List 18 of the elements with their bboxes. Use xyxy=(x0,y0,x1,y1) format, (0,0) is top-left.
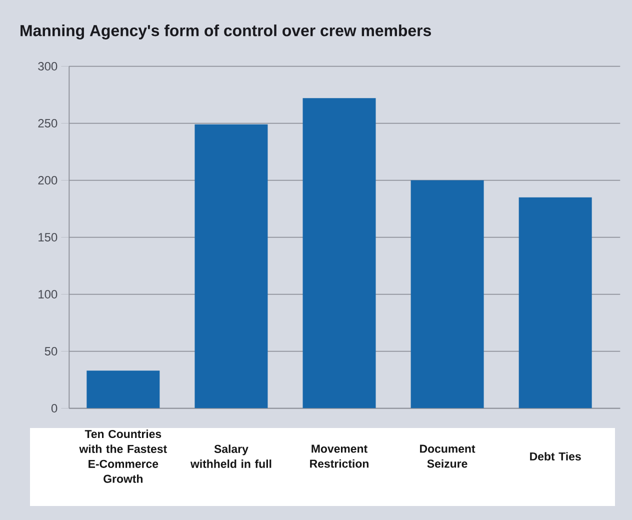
bar xyxy=(410,180,484,408)
y-tick-label: 0 xyxy=(51,404,58,412)
x-tick-label: Ten Countries with the Fastest E-Commerce Growth xyxy=(79,430,167,483)
y-tick-label: 100 xyxy=(38,290,58,298)
x-tick-label: Debt Ties xyxy=(530,452,581,460)
x-tick-label: Salary withheld in full xyxy=(190,444,272,468)
x-tick-label: Movement Restriction xyxy=(310,444,368,468)
chart-title: Manning Agency's form of control over crew members xyxy=(20,24,431,40)
bar xyxy=(518,197,592,408)
bar xyxy=(86,370,160,408)
bar xyxy=(194,124,268,408)
y-tick-label: 250 xyxy=(38,119,58,128)
y-tick-label: 300 xyxy=(38,62,58,70)
bar xyxy=(302,98,376,408)
y-tick-label: 50 xyxy=(44,347,58,356)
y-tick-label: 150 xyxy=(38,233,58,242)
y-tick-label: 200 xyxy=(38,176,58,184)
x-tick-label: Document Seizure xyxy=(420,444,476,468)
